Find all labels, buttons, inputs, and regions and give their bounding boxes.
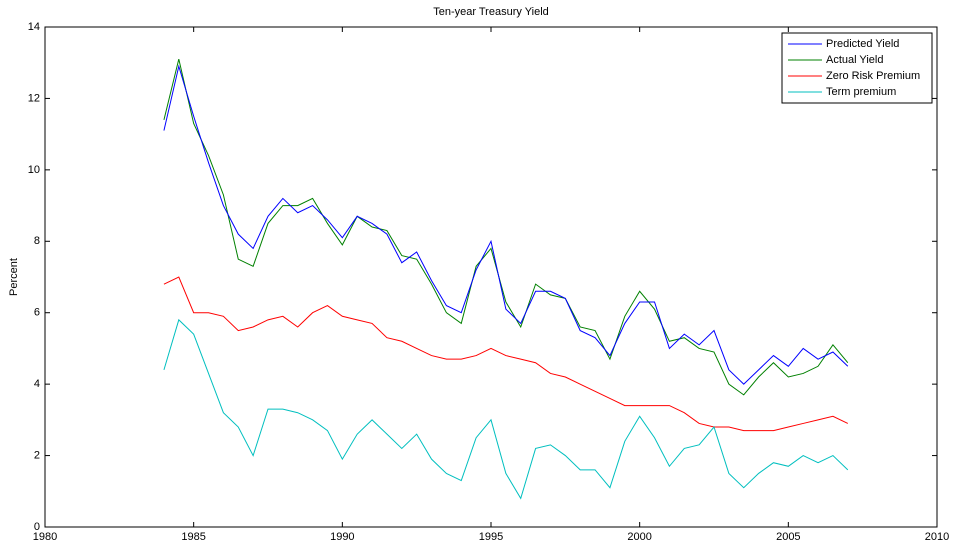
legend-label: Zero Risk Premium [826,70,920,82]
chart-title: Ten-year Treasury Yield [433,6,549,18]
y-axis-label: Percent [8,258,20,296]
x-tick-label: 2005 [776,531,800,543]
y-tick-label: 6 [34,307,40,319]
x-tick-label: 1985 [181,531,205,543]
series-line [163,318,849,500]
y-tick-label: 0 [34,521,40,533]
y-tick-label: 12 [28,92,40,104]
series-line [163,276,849,432]
y-tick-label: 2 [34,449,40,461]
legend-label: Actual Yield [826,54,883,66]
x-tick-label: 2010 [925,531,949,543]
y-tick-label: 8 [34,235,40,247]
y-tick-label: 10 [28,164,40,176]
x-tick-label: 1990 [330,531,354,543]
series-line [163,64,849,385]
y-tick-label: 4 [34,378,40,390]
x-tick-label: 2000 [627,531,651,543]
y-tick-label: 14 [28,21,40,33]
x-tick-label: 1980 [33,531,57,543]
legend-label: Term premium [826,86,896,98]
x-tick-label: 1995 [479,531,503,543]
legend-label: Predicted Yield [826,38,899,50]
legend-box [781,32,933,104]
series-line [163,59,849,396]
